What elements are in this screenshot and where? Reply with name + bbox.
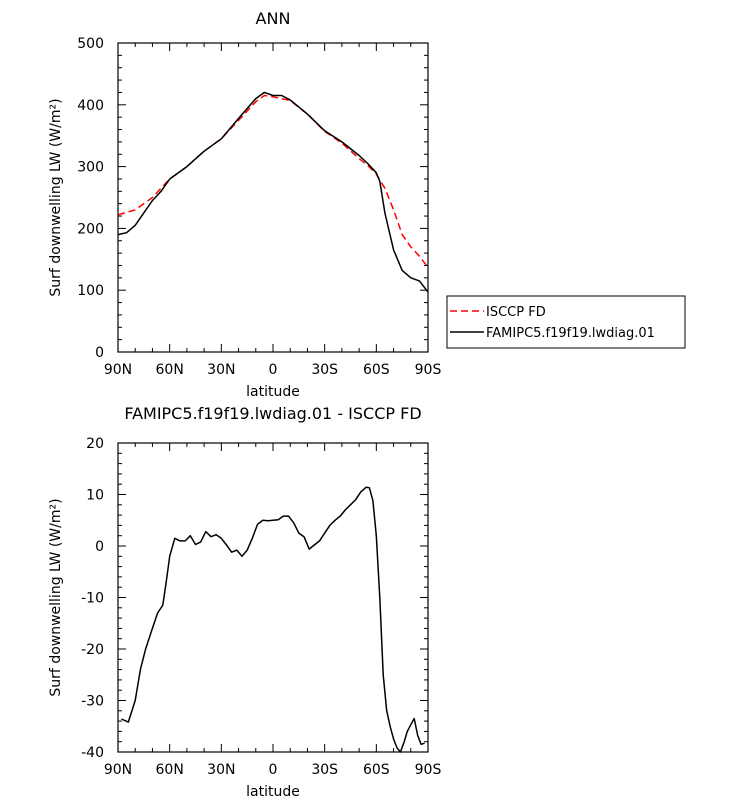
y-tick-label: -30 — [81, 694, 104, 710]
x-tick-label: 0 — [269, 762, 278, 778]
y-tick-label: -10 — [81, 591, 104, 607]
y-tick-label: 400 — [77, 98, 104, 114]
x-tick-label: 90N — [104, 362, 132, 378]
chart-1: ANN 90N 60N 30N 0 30S 60S 90S 0 100 200 300 400 500 la… — [48, 9, 441, 400]
x-tick-label: 60N — [156, 362, 184, 378]
x-tick-label: 30N — [207, 762, 235, 778]
chart-2: FAMIPC5.f19f19.lwdiag.01 - ISCCP FD 90N 60… — [48, 404, 441, 800]
y-tick-label: 200 — [77, 221, 104, 237]
y-tick-label: 0 — [95, 345, 104, 361]
x-tick-label: 30S — [311, 762, 338, 778]
y-tick-label: 20 — [86, 436, 104, 452]
x-axis-label: latitude — [246, 384, 300, 400]
x-tick-label: 60N — [156, 762, 184, 778]
x-tick-label: 60S — [363, 362, 390, 378]
y-tick-label: 10 — [86, 488, 104, 504]
series-line-1 — [121, 486, 425, 753]
legend: ISCCP FD FAMIPC5.f19f19.lwdiag.01 — [446, 295, 686, 349]
x-tick-label: 90N — [104, 762, 132, 778]
x-tick-label: 90S — [415, 762, 442, 778]
chart-title: FAMIPC5.f19f19.lwdiag.01 - ISCCP FD — [124, 404, 421, 423]
y-tick-label: -40 — [81, 745, 104, 761]
y-tick-label: -20 — [81, 642, 104, 658]
y-tick-label: 0 — [95, 539, 104, 555]
y-axis-label: Surf downwelling LW (W/m²) — [48, 498, 64, 696]
x-tick-label: 30S — [311, 362, 338, 378]
y-tick-label: 300 — [77, 160, 104, 176]
x-tick-label: 30N — [207, 362, 235, 378]
series-line-2 — [117, 91, 429, 293]
series-line-1 — [117, 94, 429, 268]
legend-label-2: FAMIPC5.f19f19.lwdiag.01 — [486, 326, 655, 341]
x-tick-label: 60S — [363, 762, 390, 778]
y-tick-label: 500 — [77, 36, 104, 52]
y-axis-label: Surf downwelling LW (W/m²) — [48, 98, 64, 296]
x-axis-label: latitude — [246, 784, 300, 800]
x-tick-label: 90S — [415, 362, 442, 378]
plot-frame — [117, 42, 429, 353]
x-tick-label: 0 — [269, 362, 278, 378]
y-tick-label: 100 — [77, 283, 104, 299]
chart-title: ANN — [256, 9, 291, 28]
legend-box — [446, 295, 686, 349]
legend-label-1: ISCCP FD — [486, 305, 546, 320]
